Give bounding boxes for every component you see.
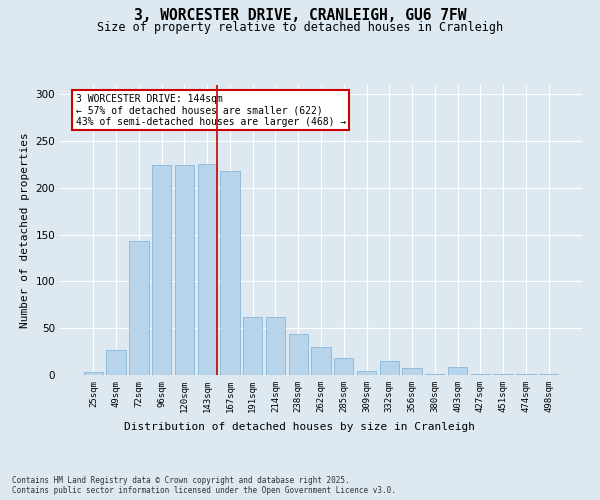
- Bar: [448, 366, 467, 375]
- Bar: [266, 317, 285, 375]
- Text: Size of property relative to detached houses in Cranleigh: Size of property relative to detached ho…: [97, 21, 503, 34]
- Bar: [357, 372, 376, 375]
- Bar: [129, 241, 149, 375]
- Bar: [334, 358, 353, 375]
- Bar: [175, 164, 194, 375]
- Bar: [289, 334, 308, 375]
- Bar: [311, 347, 331, 375]
- Bar: [106, 350, 126, 375]
- Bar: [197, 164, 217, 375]
- Bar: [152, 166, 172, 375]
- Y-axis label: Number of detached properties: Number of detached properties: [20, 132, 30, 328]
- Bar: [539, 374, 558, 375]
- Bar: [380, 361, 399, 375]
- Bar: [516, 374, 536, 375]
- Bar: [425, 374, 445, 375]
- Bar: [403, 368, 422, 375]
- Bar: [84, 372, 103, 375]
- Bar: [243, 317, 262, 375]
- Text: Contains HM Land Registry data © Crown copyright and database right 2025.
Contai: Contains HM Land Registry data © Crown c…: [12, 476, 396, 495]
- Text: 3 WORCESTER DRIVE: 144sqm
← 57% of detached houses are smaller (622)
43% of semi: 3 WORCESTER DRIVE: 144sqm ← 57% of detac…: [76, 94, 346, 127]
- Text: Distribution of detached houses by size in Cranleigh: Distribution of detached houses by size …: [125, 422, 476, 432]
- Bar: [470, 374, 490, 375]
- Text: 3, WORCESTER DRIVE, CRANLEIGH, GU6 7FW: 3, WORCESTER DRIVE, CRANLEIGH, GU6 7FW: [134, 8, 466, 22]
- Bar: [493, 374, 513, 375]
- Bar: [220, 171, 239, 375]
